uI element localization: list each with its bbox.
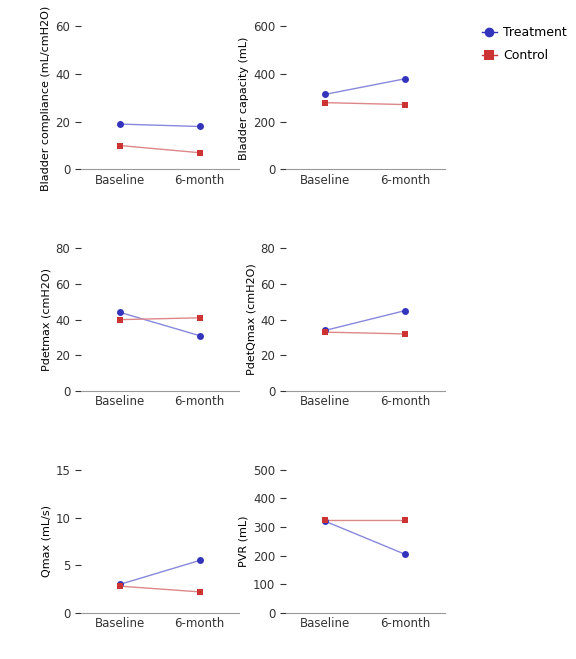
Y-axis label: Bladder capacity (mL): Bladder capacity (mL) <box>239 36 249 159</box>
Y-axis label: PVR (mL): PVR (mL) <box>239 515 249 567</box>
Y-axis label: Bladder compliance (mL/cmH2O): Bladder compliance (mL/cmH2O) <box>41 5 51 190</box>
Y-axis label: Qmax (mL/s): Qmax (mL/s) <box>41 505 51 577</box>
Y-axis label: Pdetmax (cmH2O): Pdetmax (cmH2O) <box>41 268 51 371</box>
Legend: Treatment, Control: Treatment, Control <box>482 26 567 62</box>
Y-axis label: PdetQmax (cmH2O): PdetQmax (cmH2O) <box>247 264 256 376</box>
